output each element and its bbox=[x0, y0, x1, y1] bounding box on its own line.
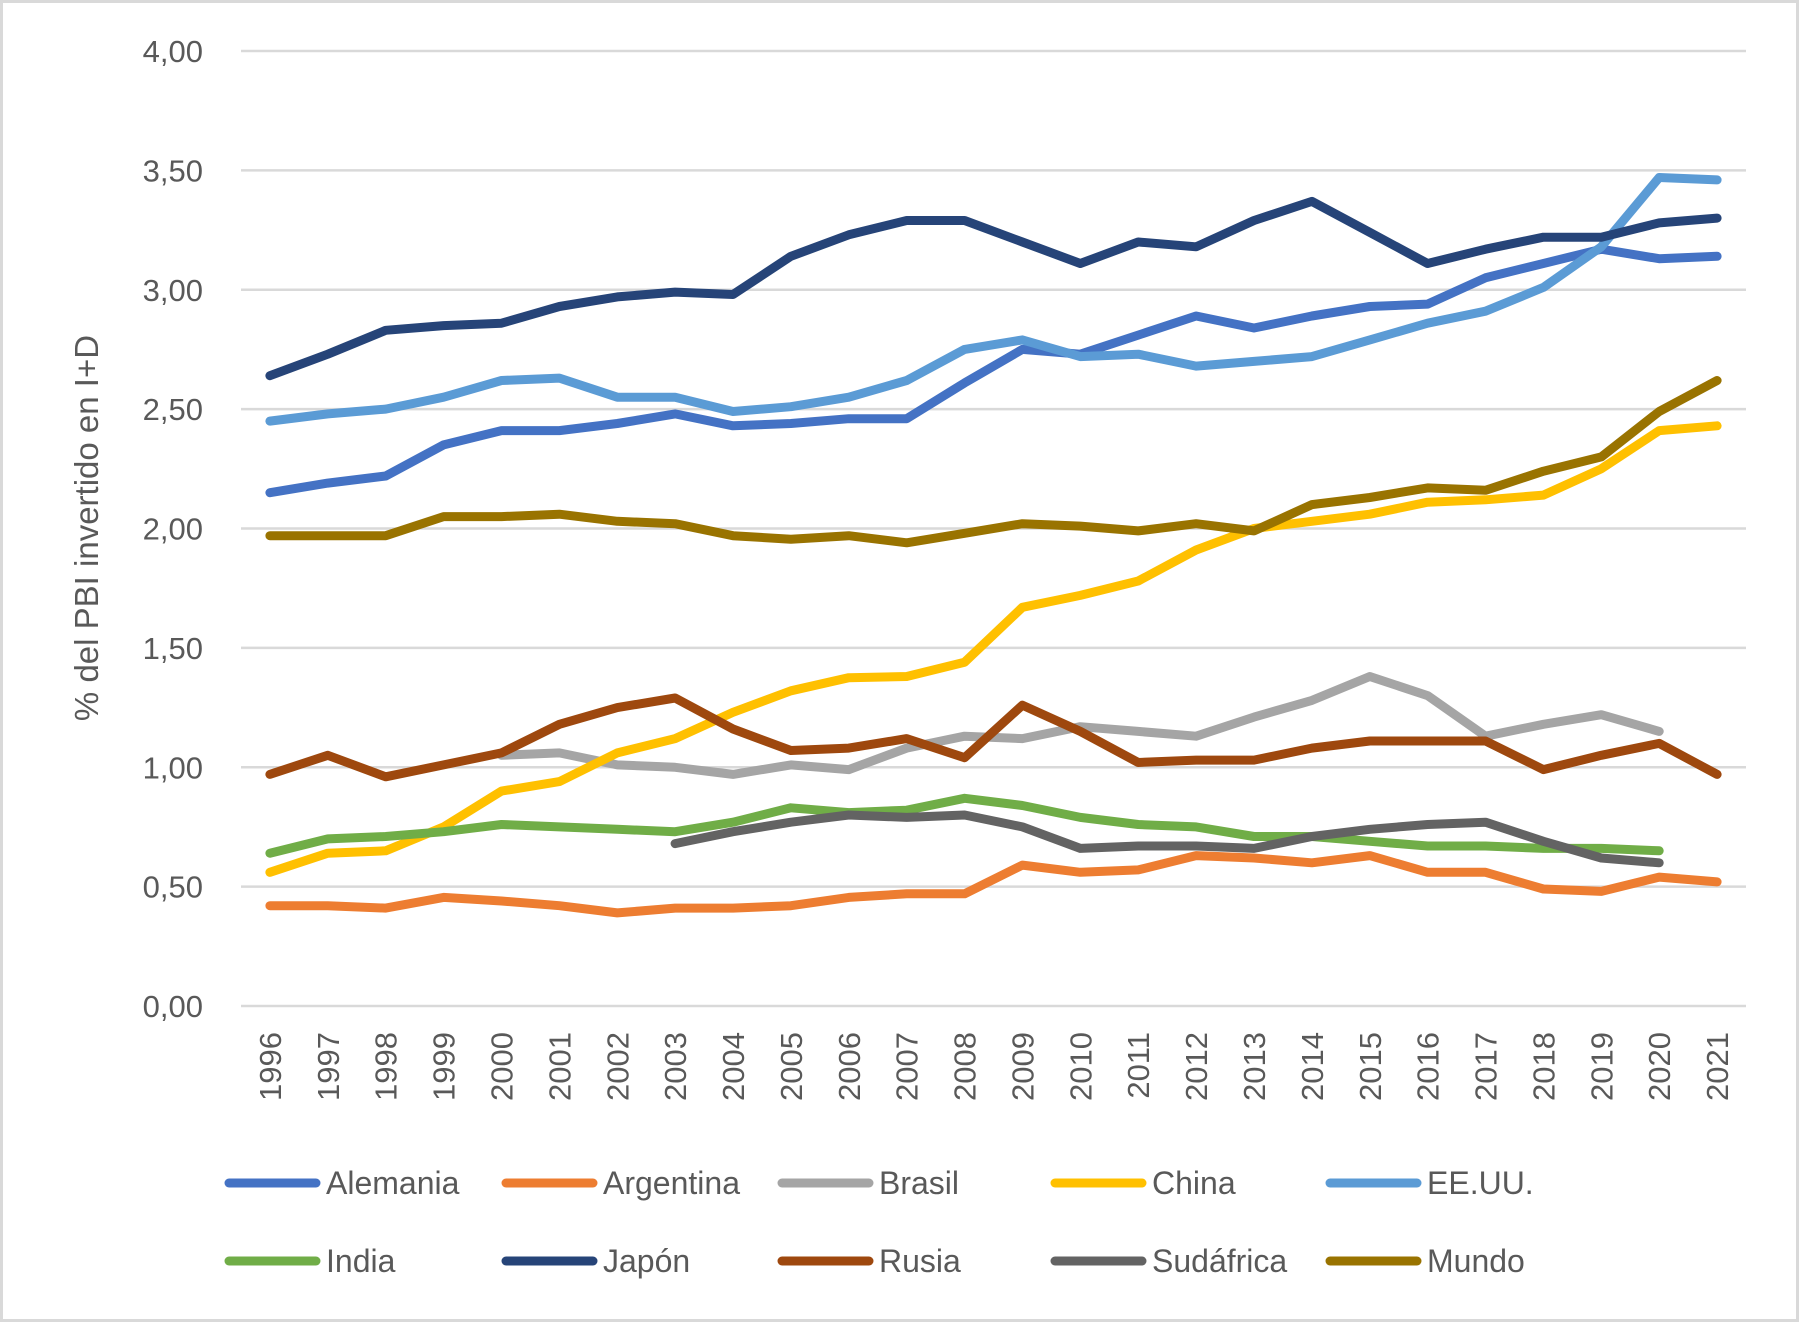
legend-label: Alemania bbox=[326, 1165, 460, 1201]
legend-item-ee-uu: EE.UU. bbox=[1325, 1165, 1534, 1201]
legend-item-rusia: Rusia bbox=[777, 1243, 961, 1279]
x-tick-label: 2007 bbox=[890, 1032, 925, 1101]
y-tick-label: 4,00 bbox=[143, 34, 203, 69]
series-line-brasil bbox=[497, 672, 1664, 779]
x-tick-label: 2004 bbox=[716, 1032, 751, 1101]
legend-label: Sudáfrica bbox=[1152, 1243, 1287, 1279]
x-tick-label: 2003 bbox=[658, 1032, 693, 1101]
legend-item-argentina: Argentina bbox=[501, 1165, 740, 1201]
x-tick-label: 2013 bbox=[1237, 1032, 1272, 1101]
legend-label: China bbox=[1152, 1165, 1236, 1201]
x-tick-label: 2008 bbox=[948, 1032, 983, 1101]
series-line-argentina bbox=[265, 851, 1722, 918]
x-tick-label: 2002 bbox=[600, 1032, 635, 1101]
x-tick-label: 1998 bbox=[369, 1032, 404, 1101]
x-tick-label: 2016 bbox=[1411, 1032, 1446, 1101]
y-tick-label: 2,50 bbox=[143, 392, 203, 427]
series-line-india bbox=[265, 793, 1664, 858]
x-tick-label: 2018 bbox=[1526, 1032, 1561, 1101]
x-tick-label: 1996 bbox=[253, 1032, 288, 1101]
legend-item-brasil: Brasil bbox=[777, 1165, 959, 1201]
x-tick-label: 2001 bbox=[542, 1032, 577, 1101]
y-tick-label: 3,00 bbox=[143, 273, 203, 308]
x-tick-label: 2020 bbox=[1642, 1032, 1677, 1101]
series-line-alemania bbox=[265, 244, 1722, 498]
y-axis-ticks: 0,00 0,50 1,00 1,50 2,00 2,50 3,00 3,50 4,00 bbox=[143, 34, 203, 1024]
series-line-japon bbox=[265, 196, 1722, 381]
x-tick-label: 2005 bbox=[774, 1032, 809, 1101]
legend: Alemania Argentina Brasil China EE.UU. India J… bbox=[224, 1165, 1534, 1279]
legend-item-japon: Japón bbox=[501, 1243, 690, 1279]
x-tick-label: 2000 bbox=[484, 1032, 519, 1101]
gridlines bbox=[241, 49, 1746, 1008]
legend-label: Mundo bbox=[1427, 1243, 1525, 1279]
x-tick-label: 1999 bbox=[427, 1032, 462, 1101]
series-lines bbox=[265, 173, 1722, 918]
series-line-china bbox=[265, 421, 1722, 877]
y-tick-label: 1,00 bbox=[143, 750, 203, 785]
y-tick-label: 0,50 bbox=[143, 870, 203, 905]
x-tick-label: 2010 bbox=[1063, 1032, 1098, 1101]
legend-item-mundo: Mundo bbox=[1325, 1243, 1525, 1279]
x-tick-label: 2021 bbox=[1700, 1032, 1735, 1101]
y-tick-label: 1,50 bbox=[143, 631, 203, 666]
x-tick-label: 2014 bbox=[1295, 1032, 1330, 1101]
legend-label: Argentina bbox=[603, 1165, 740, 1201]
x-tick-label: 2017 bbox=[1469, 1032, 1504, 1101]
x-tick-label: 2006 bbox=[832, 1032, 867, 1101]
series-line-ee-uu bbox=[265, 173, 1722, 426]
x-tick-label: 2019 bbox=[1584, 1032, 1619, 1101]
legend-label: Brasil bbox=[879, 1165, 959, 1201]
x-axis-ticks: 1996 1997 1998 1999 2000 2001 2002 2003 2004 2005… bbox=[253, 1032, 1735, 1101]
legend-item-india: India bbox=[224, 1243, 396, 1279]
series-line-sudafrica bbox=[670, 810, 1664, 868]
y-tick-label: 2,00 bbox=[143, 512, 203, 547]
legend-label: Japón bbox=[603, 1243, 690, 1279]
legend-item-sudafrica: Sudáfrica bbox=[1050, 1243, 1287, 1279]
series-line-mundo bbox=[265, 376, 1722, 548]
y-tick-label: 0,00 bbox=[143, 989, 203, 1024]
series-line-rusia bbox=[265, 693, 1722, 782]
x-tick-label: 2015 bbox=[1353, 1032, 1388, 1101]
x-tick-label: 2012 bbox=[1179, 1032, 1214, 1101]
legend-label: India bbox=[326, 1243, 396, 1279]
y-tick-label: 3,50 bbox=[143, 153, 203, 188]
x-tick-label: 1997 bbox=[311, 1032, 346, 1101]
y-axis-title: % del PBI invertido en I+D bbox=[68, 335, 105, 721]
legend-label: Rusia bbox=[879, 1243, 961, 1279]
legend-item-china: China bbox=[1050, 1165, 1236, 1201]
x-tick-label: 2011 bbox=[1121, 1032, 1156, 1099]
legend-label: EE.UU. bbox=[1427, 1165, 1534, 1201]
legend-item-alemania: Alemania bbox=[224, 1165, 460, 1201]
x-tick-label: 2009 bbox=[1005, 1032, 1040, 1101]
